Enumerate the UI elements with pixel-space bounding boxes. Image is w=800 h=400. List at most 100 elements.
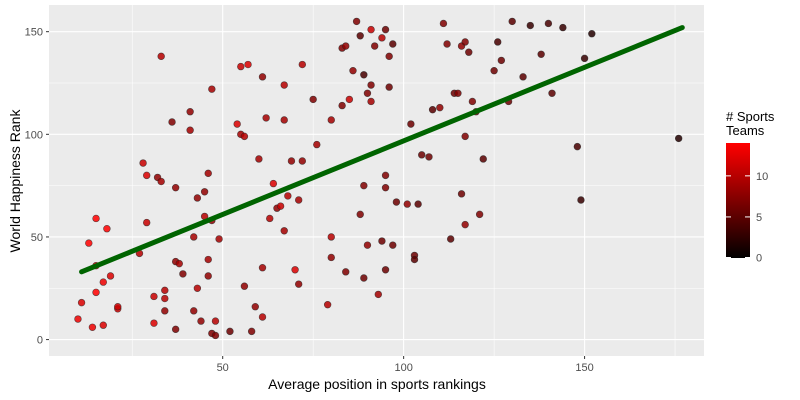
data-point [418, 151, 426, 159]
data-point [389, 241, 397, 249]
data-point [588, 30, 596, 38]
data-point [139, 159, 147, 167]
data-point [179, 270, 187, 278]
data-point [367, 97, 375, 106]
data-point [190, 233, 198, 241]
data-point [208, 85, 216, 93]
data-point [356, 32, 364, 40]
data-point [338, 101, 346, 110]
data-point [258, 264, 267, 272]
data-point [490, 66, 498, 75]
data-point [150, 292, 158, 301]
data-point [161, 294, 169, 303]
data-point [345, 95, 354, 104]
data-point [211, 317, 220, 325]
data-point [577, 196, 585, 204]
data-point [258, 313, 267, 321]
data-point [363, 89, 372, 97]
data-point [508, 17, 516, 26]
data-point [280, 227, 288, 235]
data-point [454, 89, 462, 97]
data-point [190, 307, 198, 315]
x-tick-label: 100 [394, 362, 412, 374]
data-point [363, 241, 372, 249]
data-point [226, 327, 234, 336]
data-point [280, 116, 288, 124]
data-point [385, 52, 393, 61]
data-point [88, 323, 97, 331]
data-point [403, 200, 411, 208]
data-point [573, 142, 582, 151]
x-tick-label: 150 [575, 362, 593, 374]
data-point [193, 194, 202, 202]
data-point [106, 272, 115, 280]
data-point [284, 192, 292, 200]
data-point [374, 290, 383, 299]
data-point [367, 25, 375, 34]
data-point [323, 300, 332, 309]
data-point [161, 307, 169, 315]
data-point [150, 319, 158, 327]
data-point [294, 196, 303, 204]
data-point [381, 171, 390, 180]
data-point [103, 225, 111, 233]
data-point [446, 235, 455, 243]
data-point [77, 298, 86, 307]
data-point [370, 42, 379, 50]
data-point [186, 126, 194, 134]
data-point [251, 303, 259, 311]
data-point [266, 214, 274, 223]
data-point [157, 177, 165, 186]
legend-tick-label: 5 [756, 212, 762, 224]
y-tick-label: 150 [25, 27, 43, 39]
data-point [327, 253, 335, 262]
data-point [291, 266, 299, 274]
data-point [143, 218, 151, 227]
data-point [385, 83, 393, 91]
data-point [360, 181, 368, 190]
data-point [114, 303, 122, 311]
data-point [327, 233, 335, 241]
legend-title-line1: # Sports [726, 109, 775, 124]
data-point [674, 134, 683, 143]
data-point [352, 17, 361, 26]
data-point [392, 198, 401, 206]
data-point [360, 274, 368, 282]
data-point [342, 268, 350, 276]
data-point [237, 62, 245, 71]
data-point [161, 286, 169, 295]
data-point [313, 140, 321, 149]
data-point [171, 183, 180, 192]
x-tick-label: 50 [217, 362, 229, 374]
data-point [381, 25, 390, 34]
data-point [247, 327, 256, 336]
data-point [544, 19, 553, 28]
data-point [280, 81, 288, 89]
data-point [204, 255, 212, 264]
legend-colorbar [726, 143, 750, 258]
data-point [258, 73, 267, 81]
minor-gridlines [49, 5, 704, 356]
data-point [287, 157, 296, 165]
data-point [193, 284, 202, 292]
data-point [240, 282, 249, 290]
data-point [298, 60, 307, 69]
data-point [204, 169, 212, 178]
data-point [381, 183, 390, 192]
data-point [497, 56, 506, 65]
data-point [342, 42, 350, 50]
data-point [378, 237, 386, 245]
data-points [74, 17, 683, 340]
data-point [407, 120, 415, 128]
data-point [298, 157, 307, 165]
data-point [436, 103, 444, 112]
data-point [349, 66, 357, 75]
data-point [439, 19, 448, 28]
data-point [559, 23, 567, 32]
data-point [461, 132, 469, 141]
data-point [443, 40, 451, 48]
data-point [233, 120, 241, 128]
data-point [211, 331, 220, 340]
x-axis-title: Average position in sports rankings [268, 376, 486, 392]
